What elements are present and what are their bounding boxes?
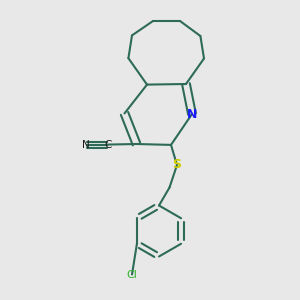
Text: C: C bbox=[104, 140, 112, 150]
Text: S: S bbox=[172, 158, 182, 172]
Text: N: N bbox=[82, 140, 89, 150]
Text: Cl: Cl bbox=[127, 269, 137, 280]
Text: N: N bbox=[187, 107, 197, 121]
